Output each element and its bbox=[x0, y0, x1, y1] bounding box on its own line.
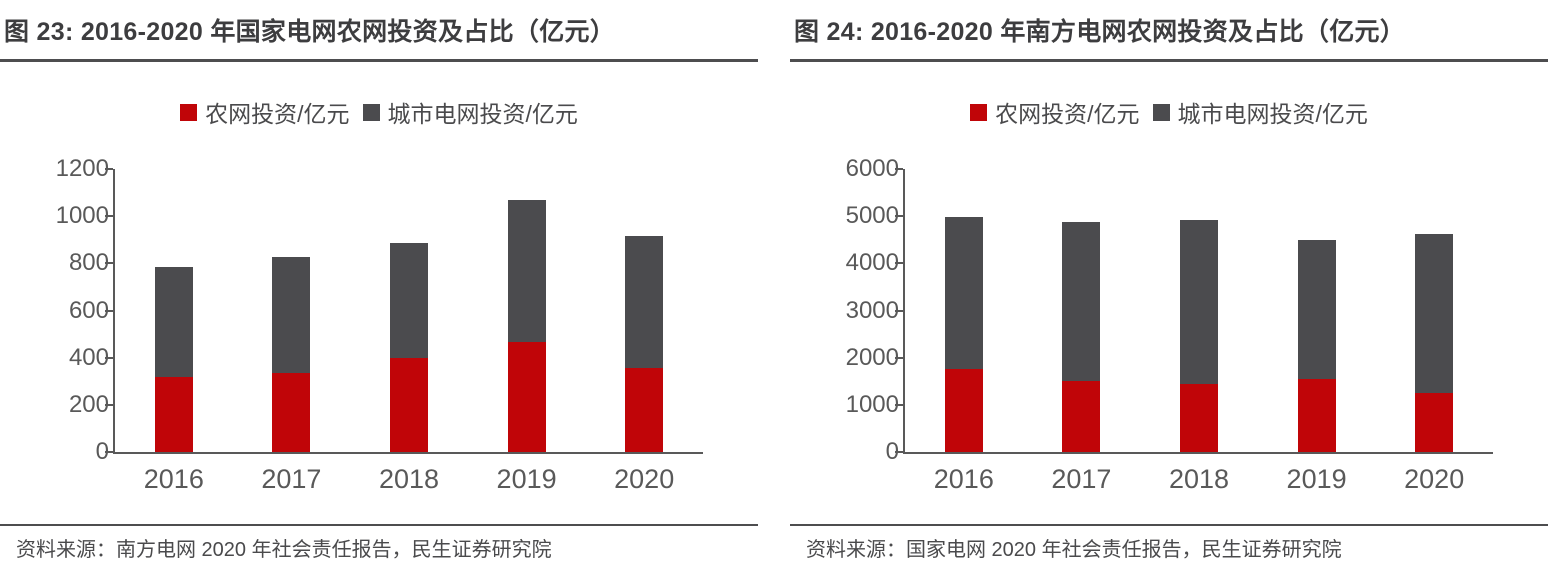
x-axis-tick-label: 2019 bbox=[496, 464, 557, 494]
y-axis-tick-mark bbox=[105, 215, 113, 218]
stacked-bar-chart: 0 200 400 600 800 1000 1200 2016 2017 2018 2019 202… bbox=[56, 155, 703, 494]
x-axis-tick-label: 2019 bbox=[1286, 464, 1347, 494]
y-axis-tick-label: 200 bbox=[68, 390, 109, 418]
figure-panel-24: 图 24: 2016-2020 年南方电网农网投资及占比（亿元） 农网投资/亿元… bbox=[790, 0, 1548, 568]
legend-label: 农网投资/亿元 bbox=[205, 101, 350, 127]
bar-segment-2016-rural bbox=[154, 376, 193, 452]
chart-legend: 农网投资/亿元 城市电网投资/亿元 bbox=[790, 95, 1548, 129]
y-axis-tick-mark bbox=[895, 451, 903, 453]
bar-stack-2020 bbox=[1415, 233, 1454, 452]
bar-segment-2017-urban bbox=[272, 257, 311, 373]
bar-stack-2019 bbox=[507, 199, 546, 452]
y-axis-tick-label: 800 bbox=[68, 249, 109, 277]
legend-swatch-rural bbox=[180, 103, 198, 121]
bar-segment-2019-rural bbox=[507, 342, 546, 452]
chart-legend: 农网投资/亿元 城市电网投资/亿元 bbox=[0, 95, 758, 129]
x-axis-tick-label: 2018 bbox=[378, 464, 440, 494]
y-axis-tick-mark bbox=[895, 168, 903, 170]
y-axis-tick-label: 5000 bbox=[845, 202, 899, 230]
bar-stack-2018 bbox=[390, 243, 428, 452]
y-axis-tick-label: 1200 bbox=[55, 155, 109, 182]
legend-item-urban: 城市电网投资/亿元 bbox=[362, 95, 578, 129]
legend-label: 城市电网投资/亿元 bbox=[1177, 101, 1368, 127]
legend-item-rural: 农网投资/亿元 bbox=[180, 95, 350, 129]
source-note: 资料来源：南方电网 2020 年社会责任报告，民生证券研究院 bbox=[16, 539, 552, 561]
title-divider bbox=[0, 59, 758, 62]
y-axis-tick-label: 3000 bbox=[845, 296, 899, 324]
x-axis-tick-label: 2017 bbox=[261, 464, 322, 494]
bar-segment-2017-urban bbox=[1062, 222, 1101, 382]
legend-swatch-rural bbox=[970, 103, 988, 121]
bar-segment-2020-rural bbox=[1415, 393, 1454, 452]
y-axis-line bbox=[113, 169, 115, 454]
source-divider bbox=[0, 524, 758, 526]
legend-swatch-urban bbox=[362, 103, 380, 121]
bar-segment-2016-urban bbox=[944, 217, 983, 370]
bar-segment-2020-urban bbox=[1415, 233, 1454, 394]
bar-segment-2019-rural bbox=[1297, 379, 1336, 452]
bar-segment-2016-rural bbox=[944, 369, 983, 452]
source-divider bbox=[790, 524, 1548, 526]
y-axis-tick-mark bbox=[895, 309, 903, 312]
y-axis-tick-label: 1000 bbox=[55, 202, 109, 230]
source-note: 资料来源：国家电网 2020 年社会责任报告，民生证券研究院 bbox=[806, 539, 1342, 561]
bar-segment-2018-rural bbox=[1180, 384, 1218, 452]
y-axis-tick-label: 1000 bbox=[845, 390, 899, 418]
legend-swatch-urban bbox=[1152, 103, 1170, 121]
bar-stack-2017 bbox=[272, 257, 311, 452]
bar-stack-2020 bbox=[625, 236, 664, 452]
legend-label: 城市电网投资/亿元 bbox=[387, 101, 578, 127]
bar-stack-2017 bbox=[1062, 222, 1101, 452]
bar-segment-2016-urban bbox=[154, 266, 193, 377]
title-divider bbox=[790, 59, 1548, 62]
bar-segment-2019-urban bbox=[507, 199, 546, 343]
bar-stack-2016 bbox=[944, 217, 983, 452]
y-axis-tick-label: 0 bbox=[885, 438, 899, 465]
figure-title: 图 23: 2016-2020 年国家电网农网投资及占比（亿元） bbox=[4, 18, 616, 46]
bar-segment-2020-urban bbox=[625, 236, 664, 369]
x-axis-line bbox=[903, 452, 1493, 454]
stacked-bar-chart: 0 1000 2000 3000 4000 5000 6000 2016 2017 2018 201… bbox=[846, 155, 1493, 494]
y-axis-line bbox=[903, 169, 905, 454]
y-axis-tick-label: 600 bbox=[68, 296, 109, 324]
y-axis-tick-mark bbox=[895, 403, 903, 406]
y-axis-tick-mark bbox=[105, 403, 113, 406]
y-axis-tick-mark bbox=[105, 168, 113, 170]
bar-segment-2018-urban bbox=[390, 243, 428, 358]
bar-stack-2016 bbox=[154, 266, 193, 452]
bar-segment-2019-urban bbox=[1297, 240, 1336, 380]
x-axis-tick-label: 2016 bbox=[143, 464, 204, 494]
figure-panel-23: 图 23: 2016-2020 年国家电网农网投资及占比（亿元） 农网投资/亿元… bbox=[0, 0, 758, 568]
y-axis-tick-label: 6000 bbox=[845, 155, 899, 182]
figure-title: 图 24: 2016-2020 年南方电网农网投资及占比（亿元） bbox=[794, 18, 1406, 46]
legend-item-urban: 城市电网投资/亿元 bbox=[1152, 95, 1368, 129]
y-axis-tick-mark bbox=[105, 309, 113, 312]
y-axis-tick-mark bbox=[895, 262, 903, 265]
bar-stack-2019 bbox=[1297, 240, 1336, 452]
bar-segment-2018-urban bbox=[1180, 219, 1218, 385]
bar-segment-2018-rural bbox=[390, 357, 428, 452]
y-axis-tick-label: 2000 bbox=[845, 343, 899, 371]
y-axis-tick-mark bbox=[895, 215, 903, 218]
bar-segment-2017-rural bbox=[1062, 381, 1101, 452]
x-axis-tick-label: 2016 bbox=[933, 464, 994, 494]
legend-label: 农网投资/亿元 bbox=[995, 101, 1140, 127]
x-axis-line bbox=[113, 452, 703, 454]
bar-stack-2018 bbox=[1180, 219, 1218, 452]
x-axis-tick-label: 2017 bbox=[1051, 464, 1112, 494]
bar-segment-2017-rural bbox=[272, 373, 311, 452]
y-axis-tick-mark bbox=[105, 356, 113, 359]
y-axis-tick-label: 400 bbox=[68, 343, 109, 371]
y-axis-tick-label: 4000 bbox=[845, 249, 899, 277]
legend-item-rural: 农网投资/亿元 bbox=[970, 95, 1140, 129]
y-axis-tick-mark bbox=[895, 356, 903, 359]
bar-segment-2020-rural bbox=[625, 368, 664, 452]
y-axis-tick-mark bbox=[105, 451, 113, 453]
x-axis-tick-label: 2018 bbox=[1168, 464, 1230, 494]
x-axis-tick-label: 2020 bbox=[1404, 464, 1465, 494]
y-axis-tick-mark bbox=[105, 262, 113, 265]
x-axis-tick-label: 2020 bbox=[614, 464, 675, 494]
y-axis-tick-label: 0 bbox=[95, 438, 109, 465]
